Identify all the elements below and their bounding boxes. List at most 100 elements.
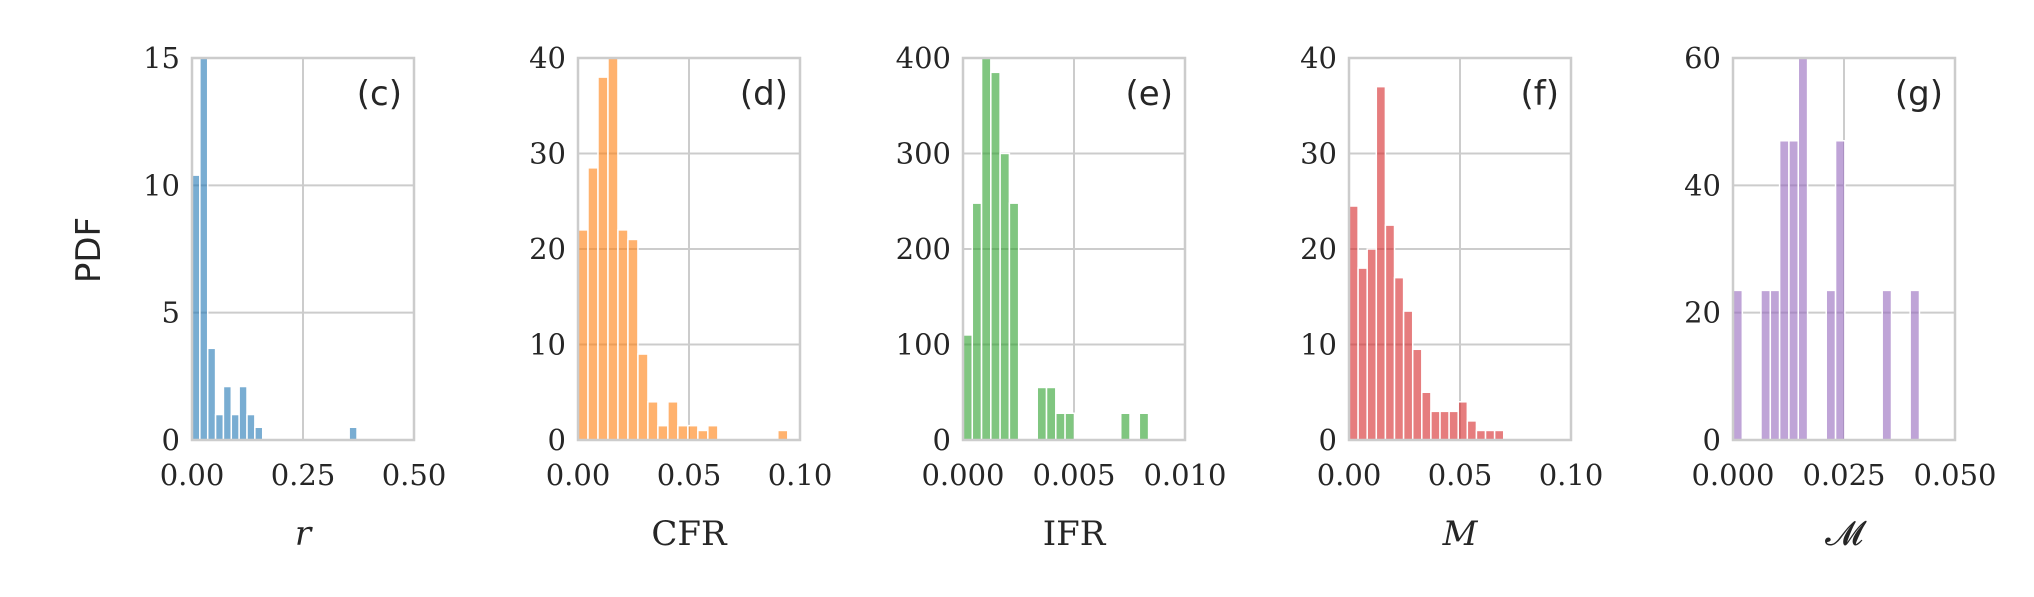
histogram-bar xyxy=(687,424,699,441)
x-tick-label: 0.000 xyxy=(921,458,1004,492)
panel-label: (g) xyxy=(1895,74,1943,114)
x-tick-label: 0.10 xyxy=(1539,458,1604,492)
y-tick-label: 20 xyxy=(1684,296,1721,330)
histogram-bar xyxy=(577,229,589,441)
plot-frame xyxy=(576,56,802,442)
panel-c: 0 5 10 15 0.00 0.25 0.50 r (c) xyxy=(143,41,446,554)
histogram-bar xyxy=(607,57,619,441)
histogram-bar xyxy=(707,424,719,441)
histogram-bar xyxy=(214,413,225,441)
histogram-bar xyxy=(1788,140,1800,441)
y-tick-label: 10 xyxy=(529,328,566,362)
x-tick-label: 0.50 xyxy=(382,458,447,492)
x-tick-label: 0.010 xyxy=(1143,458,1226,492)
histogram-bar xyxy=(1120,412,1131,441)
panel-label: (d) xyxy=(740,74,788,114)
y-axis-label: PDF xyxy=(69,217,109,283)
histogram-bar xyxy=(962,334,974,441)
histogram-bar xyxy=(1825,289,1837,441)
y-tick-label: 60 xyxy=(1684,41,1721,75)
histogram-bar xyxy=(677,424,689,441)
histogram-bar xyxy=(1045,386,1057,441)
y-tick-label: 0 xyxy=(548,423,566,457)
x-tick-label: 0.25 xyxy=(271,458,336,492)
x-tick-label: 0.05 xyxy=(657,458,722,492)
y-tick-label: 10 xyxy=(1300,328,1337,362)
x-tick-label: 0.05 xyxy=(1428,458,1493,492)
histogram-bar xyxy=(246,413,256,441)
plot-frame xyxy=(961,56,1187,442)
histogram-bar xyxy=(348,426,358,441)
histogram-bar xyxy=(597,76,609,441)
histogram-bar xyxy=(1797,57,1809,441)
histogram-bar xyxy=(971,202,983,441)
x-tick-label: 0.050 xyxy=(1913,458,1996,492)
panel-d: 0 10 20 30 40 0.00 0.05 0.10 CFR (d) xyxy=(529,41,832,554)
histogram-bar xyxy=(627,238,639,441)
panel-e: 0 100 200 300 400 0.000 0.005 0.010 IFR (e) xyxy=(896,41,1227,554)
plot-frame xyxy=(1347,56,1573,442)
histogram-bar xyxy=(647,401,659,441)
histogram-bar xyxy=(1430,410,1441,441)
histogram-bar xyxy=(587,167,599,441)
panel-label: (f) xyxy=(1521,74,1560,114)
histogram-bar xyxy=(617,229,629,441)
histogram-bar xyxy=(1411,348,1423,441)
histogram-bar xyxy=(1064,412,1076,441)
y-tick-label: 40 xyxy=(529,41,566,75)
histogram-bar xyxy=(1732,289,1744,441)
histogram-bar xyxy=(667,401,679,441)
y-tick-label: 15 xyxy=(143,41,180,75)
x-axis-label: IFR xyxy=(1043,514,1107,554)
y-tick-label: 30 xyxy=(1300,137,1337,171)
panel-g: 0 20 40 60 0.000 0.025 0.050 𝓜 (g) xyxy=(1684,41,1996,554)
histogram-bar xyxy=(1909,289,1921,441)
y-tick-label: 100 xyxy=(896,328,951,362)
histogram-bar xyxy=(1760,289,1772,441)
y-tick-label: 20 xyxy=(529,232,566,266)
y-tick-label: 10 xyxy=(143,168,180,202)
histogram-bar xyxy=(1366,248,1378,441)
histogram-bar xyxy=(1769,289,1781,441)
y-tick-label: 0 xyxy=(933,423,951,457)
x-tick-label: 0.025 xyxy=(1802,458,1885,492)
histogram-bar xyxy=(1036,386,1048,441)
x-axis-label: 𝓜 xyxy=(1825,514,1867,554)
y-tick-label: 400 xyxy=(896,41,951,75)
y-tick-label: 0 xyxy=(1319,423,1337,457)
histogram-bar xyxy=(1439,410,1450,441)
x-axis-label: r xyxy=(295,514,313,554)
histogram-bar xyxy=(697,429,709,441)
histogram-bar xyxy=(1421,391,1432,441)
histogram-bar xyxy=(1475,429,1487,441)
histogram-bar xyxy=(1055,412,1066,441)
panel-f: 0 10 20 30 40 0.00 0.05 0.10 M (f) xyxy=(1300,41,1603,554)
y-tick-label: 30 xyxy=(529,137,566,171)
y-tick-label: 300 xyxy=(896,137,951,171)
histogram-bar xyxy=(999,152,1011,441)
y-tick-label: 0 xyxy=(162,423,180,457)
y-tick-label: 20 xyxy=(1300,232,1337,266)
histogram-bar xyxy=(637,353,649,441)
x-tick-label: 0.00 xyxy=(160,458,225,492)
histogram-bar xyxy=(1348,205,1359,441)
y-tick-label: 5 xyxy=(162,296,180,330)
x-tick-label: 0.10 xyxy=(768,458,833,492)
y-tick-label: 0 xyxy=(1703,423,1721,457)
y-tick-label: 40 xyxy=(1684,168,1721,202)
histogram-bar xyxy=(206,347,217,441)
histogram-bar xyxy=(1457,401,1469,441)
histogram-bar xyxy=(1493,429,1505,441)
x-tick-label: 0.005 xyxy=(1032,458,1115,492)
histogram-bar xyxy=(222,385,233,441)
histogram-bar xyxy=(1834,140,1846,441)
histogram-bar xyxy=(1448,410,1459,441)
histogram-bar xyxy=(1881,289,1893,441)
histogram-bar xyxy=(1393,276,1405,441)
histogram-bar xyxy=(1375,85,1387,441)
histogram-bar xyxy=(657,424,669,441)
x-tick-label: 0.00 xyxy=(1317,458,1382,492)
x-axis-label: CFR xyxy=(651,514,728,554)
